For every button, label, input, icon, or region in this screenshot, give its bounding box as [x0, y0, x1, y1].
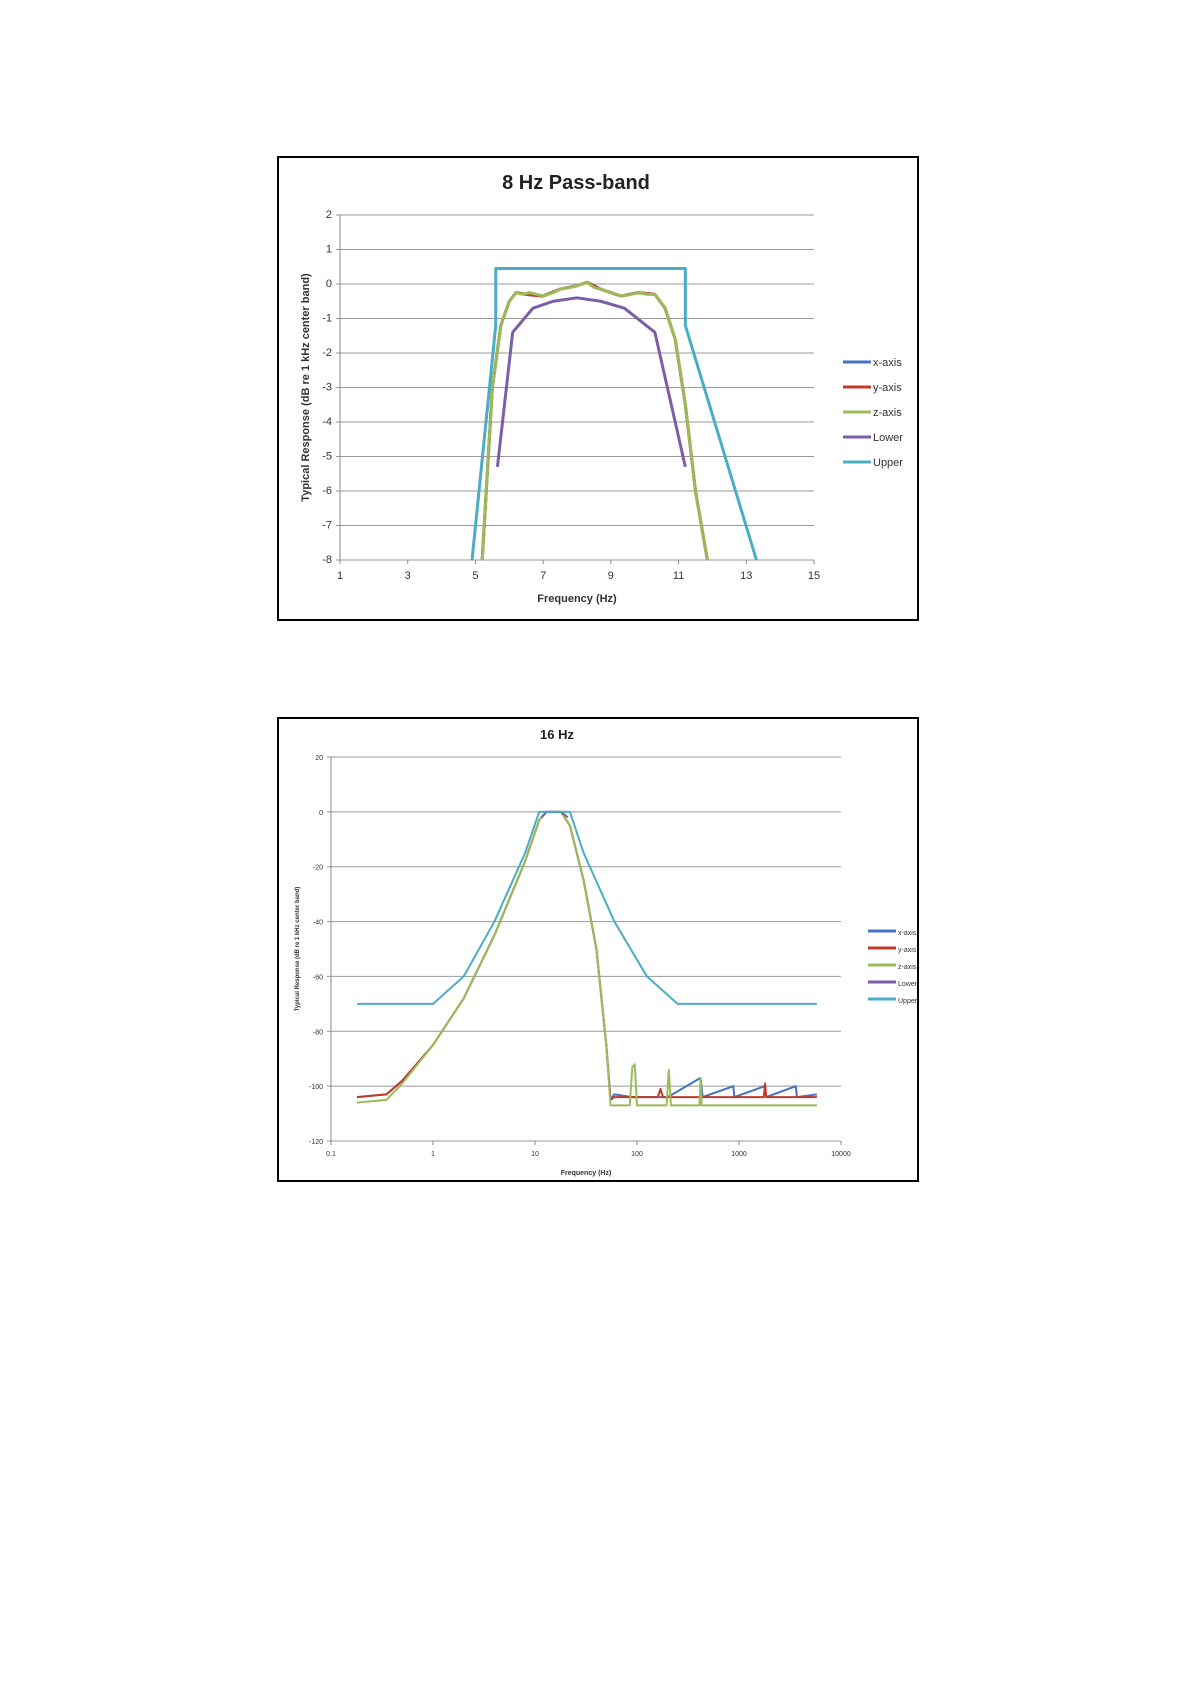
legend-label: Upper	[873, 457, 903, 469]
legend-label: y-axis	[898, 947, 917, 954]
legend-label: Upper	[898, 998, 918, 1005]
x-tick-label: 0.1	[326, 1151, 336, 1158]
y-tick-label: -100	[309, 1084, 323, 1091]
y-axis-title: Typical Response (dB re 1 kHz center ban…	[295, 887, 301, 1012]
series-line-y-axis	[356, 810, 817, 1101]
y-tick-label: 2	[326, 209, 332, 221]
y-tick-label: -5	[322, 451, 332, 463]
x-tick-label: 15	[808, 570, 820, 582]
y-tick-label: -6	[322, 485, 332, 497]
x-tick-label: 11	[673, 570, 684, 582]
series-line-upper	[470, 266, 758, 561]
chart-8hz-passband: 8 Hz Pass-band 2 1 0 -1 -2 -3 -4 -5 -6 -7 -8 1 3 5 7 9 11…	[277, 156, 919, 621]
x-tick-label: 10	[531, 1151, 539, 1158]
y-tick-label: -20	[313, 865, 323, 872]
y-tick-label: 20	[315, 755, 323, 762]
x-tick-label: 1	[337, 570, 343, 582]
x-tick-label: 100	[631, 1151, 643, 1158]
legend-label: x-axis	[873, 357, 902, 369]
y-axis-title: Typical Response (dB re 1 kHz center ban…	[300, 273, 312, 502]
x-axis-title: Frequency (Hz)	[537, 593, 617, 605]
series-line-x-axis	[356, 810, 818, 1101]
x-tick-label: 1000	[731, 1151, 747, 1158]
chart-title: 16 Hz	[540, 727, 574, 742]
legend-label: x-axis	[898, 930, 917, 937]
y-tick-label: -80	[313, 1029, 323, 1036]
series-line-z-axis	[356, 810, 817, 1107]
legend-label: z-axis	[898, 964, 917, 971]
y-tick-label: -4	[322, 416, 332, 428]
x-tick-label: 9	[608, 570, 614, 582]
y-tick-label: -60	[313, 974, 323, 981]
legend-label: z-axis	[873, 407, 902, 419]
y-tick-label: -1	[322, 313, 332, 325]
y-tick-label: -8	[322, 554, 332, 566]
x-axis-title: Frequency (Hz)	[561, 1170, 612, 1177]
x-tick-label: 10000	[831, 1151, 851, 1158]
legend-label: y-axis	[873, 382, 902, 394]
y-tick-label: -7	[322, 520, 332, 532]
legend-label: Lower	[898, 981, 918, 988]
y-tick-label: 1	[326, 244, 332, 256]
series-line-upper	[357, 810, 817, 1005]
chart-16hz: 16 Hz 20 0 -20 -40 -60 -80 -100 -120 0.1 1 10 100 100…	[277, 717, 919, 1182]
x-tick-label: 7	[540, 570, 546, 582]
y-tick-label: -40	[313, 920, 323, 927]
x-tick-label: 3	[405, 570, 411, 582]
x-tick-label: 5	[472, 570, 478, 582]
y-tick-label: 0	[319, 810, 323, 817]
y-tick-label: -3	[322, 382, 332, 394]
series-line-lower	[495, 296, 687, 468]
y-tick-label: -120	[309, 1139, 323, 1146]
y-tick-label: -2	[322, 347, 332, 359]
series-line-z-axis	[480, 280, 709, 561]
legend-label: Lower	[873, 432, 903, 444]
x-tick-label: 13	[740, 570, 752, 582]
y-tick-label: 0	[326, 278, 332, 290]
x-tick-label: 1	[431, 1151, 435, 1158]
chart-title: 8 Hz Pass-band	[502, 172, 650, 194]
